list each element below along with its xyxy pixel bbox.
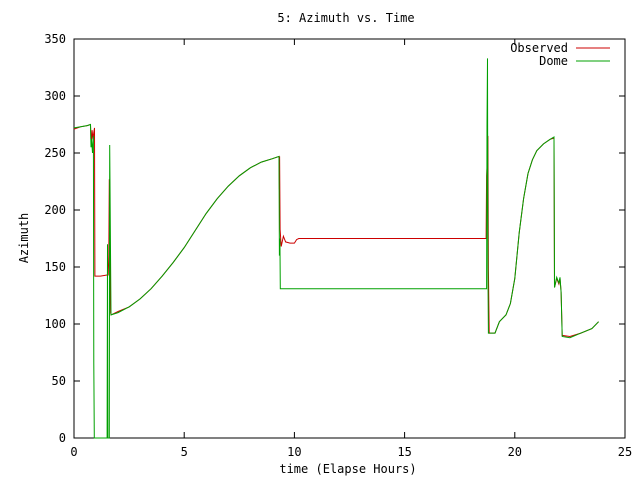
x-axis-label: time (Elapse Hours) [279, 462, 416, 476]
x-tick-label: 20 [508, 445, 522, 459]
x-tick-label: 15 [397, 445, 411, 459]
y-axis-ticks: 0 50 100 150 200 250 300 350 [44, 32, 625, 445]
y-tick-label: 100 [44, 317, 66, 331]
y-tick-label: 250 [44, 146, 66, 160]
x-tick-label: 0 [70, 445, 77, 459]
y-axis-label: Azimuth [17, 213, 31, 264]
legend-label-dome: Dome [539, 54, 568, 68]
chart-title: 5: Azimuth vs. Time [277, 11, 414, 25]
series-layer [73, 58, 599, 439]
y-tick-label: 200 [44, 203, 66, 217]
x-tick-label: 5 [181, 445, 188, 459]
y-tick-label: 300 [44, 89, 66, 103]
series-line-dome [73, 58, 599, 439]
y-tick-label: 0 [59, 431, 66, 445]
x-axis-ticks: 0 5 10 15 20 25 [70, 39, 632, 459]
legend-label-observed: Observed [510, 41, 568, 55]
plot-area-frame [73, 38, 626, 439]
y-tick-label: 50 [52, 374, 66, 388]
y-tick-label: 350 [44, 32, 66, 46]
x-tick-label: 25 [618, 445, 632, 459]
y-tick-label: 150 [44, 260, 66, 274]
x-tick-label: 10 [287, 445, 301, 459]
